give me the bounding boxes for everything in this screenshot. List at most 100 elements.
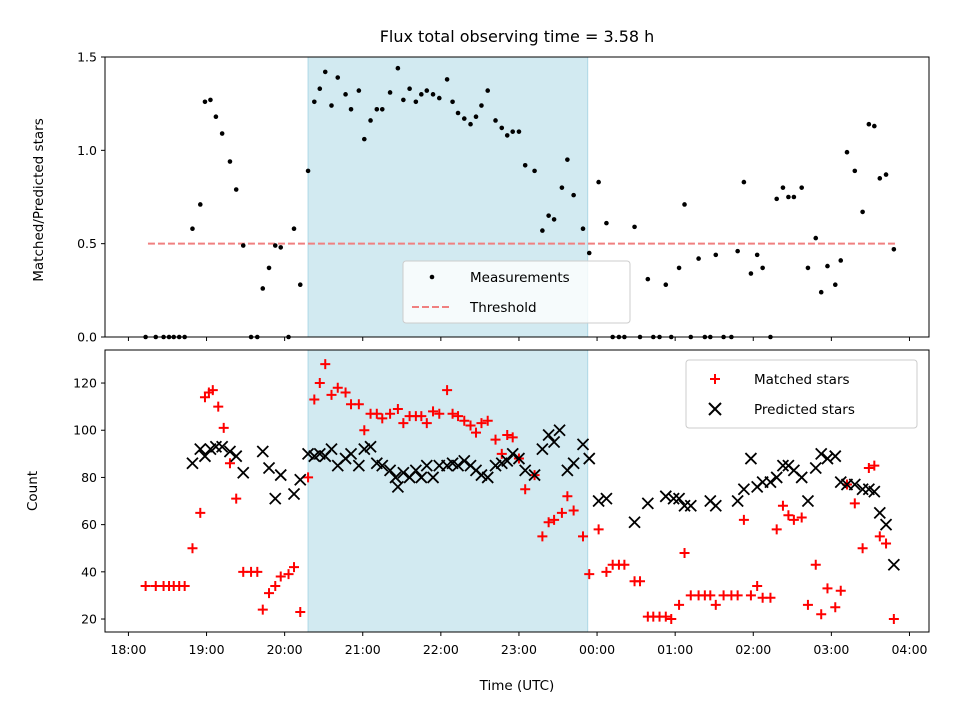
matched-star-point bbox=[568, 505, 579, 516]
predicted-star-point bbox=[737, 483, 751, 496]
matched-star-point bbox=[295, 606, 306, 617]
measurement-point bbox=[190, 226, 195, 232]
predicted-star-point bbox=[301, 447, 315, 460]
measurement-point bbox=[860, 209, 865, 215]
matched-star-point bbox=[447, 408, 458, 419]
predicted-star-point bbox=[194, 442, 207, 456]
matched-star-point bbox=[710, 599, 721, 610]
matched-star-point bbox=[502, 429, 513, 440]
top-legend: Measurements Threshold bbox=[402, 260, 631, 324]
measurement-point bbox=[278, 245, 284, 250]
legend-measurements-marker bbox=[429, 274, 435, 280]
predicted-star-point bbox=[274, 468, 287, 482]
predicted-star-point bbox=[641, 497, 654, 510]
bottom-panel: 18:00 19:00 20:00 21:00 22:00 23:00 00:00 01:00… bbox=[25, 349, 930, 694]
predicted-star-point bbox=[672, 492, 686, 505]
matched-star-point bbox=[476, 418, 487, 429]
measurement-point bbox=[317, 86, 323, 92]
predicted-star-point bbox=[868, 485, 881, 498]
predicted-star-point bbox=[709, 499, 722, 512]
measurement-point bbox=[197, 202, 203, 207]
predicted-star-point bbox=[198, 450, 212, 463]
legend-predicted-label: Predicted stars bbox=[754, 402, 855, 418]
measurement-point bbox=[387, 90, 393, 95]
predicted-star-point bbox=[223, 445, 237, 458]
matched-star-point bbox=[314, 378, 325, 389]
predicted-star-point bbox=[481, 471, 494, 484]
matched-star-point bbox=[340, 387, 351, 398]
measurement-point bbox=[741, 179, 747, 185]
measurement-point bbox=[455, 110, 461, 116]
matched-star-point bbox=[482, 415, 493, 426]
predicted-star-point bbox=[475, 468, 488, 482]
measurement-point bbox=[559, 185, 565, 190]
x-tick-label: 02:00 bbox=[735, 642, 771, 657]
predicted-star-point bbox=[576, 438, 590, 451]
measurement-point bbox=[540, 228, 545, 233]
predicted-star-point bbox=[397, 466, 410, 479]
measurement-point bbox=[645, 276, 651, 282]
measurement-point bbox=[208, 97, 213, 103]
matched-star-point bbox=[543, 517, 554, 528]
measurement-point bbox=[479, 103, 484, 108]
matched-star-point bbox=[556, 507, 567, 518]
predicted-star-point bbox=[887, 558, 900, 571]
x-tick-label: 01:00 bbox=[657, 642, 693, 657]
predicted-star-point bbox=[659, 490, 672, 503]
predicted-star-point bbox=[256, 445, 269, 458]
measurement-point bbox=[813, 235, 819, 241]
matched-star-point bbox=[224, 458, 235, 469]
matched-star-point bbox=[635, 576, 646, 587]
measurement-point bbox=[213, 114, 219, 120]
matched-star-point bbox=[213, 401, 224, 412]
predicted-star-point bbox=[409, 464, 422, 477]
measurement-point bbox=[233, 187, 239, 192]
matched-star-point bbox=[195, 507, 206, 518]
measurement-point bbox=[407, 86, 412, 92]
predicted-star-point bbox=[795, 471, 808, 484]
predicted-star-point bbox=[269, 492, 282, 505]
predicted-star-point bbox=[389, 471, 402, 484]
top-legend-box bbox=[402, 260, 631, 324]
measurement-point bbox=[632, 224, 637, 230]
top-y-tick-label: 1.5 bbox=[77, 50, 97, 65]
predicted-star-point bbox=[391, 480, 405, 494]
legend-threshold-label: Threshold bbox=[469, 300, 537, 316]
measurement-point bbox=[424, 88, 430, 93]
matched-star-point bbox=[802, 599, 813, 610]
matched-star-point bbox=[666, 614, 677, 625]
measurement-point bbox=[312, 99, 317, 105]
measurement-point bbox=[818, 289, 824, 295]
x-tick-label: 19:00 bbox=[189, 642, 225, 657]
matched-star-point bbox=[830, 602, 841, 613]
predicted-star-point bbox=[294, 473, 307, 486]
measurement-point bbox=[877, 176, 883, 181]
predicted-star-point bbox=[451, 459, 465, 472]
measurement-point bbox=[379, 106, 385, 112]
predicted-star-point bbox=[230, 450, 243, 463]
matched-star-point bbox=[252, 566, 263, 577]
matched-star-point bbox=[465, 420, 476, 431]
matched-star-point bbox=[421, 418, 432, 429]
matched-star-point bbox=[816, 609, 827, 620]
measurement-point bbox=[461, 116, 467, 121]
predicted-star-point bbox=[873, 506, 886, 519]
predicted-star-point bbox=[358, 442, 371, 456]
predicted-star-point bbox=[352, 459, 365, 472]
predicted-star-point bbox=[809, 461, 822, 475]
matched-star-point bbox=[507, 432, 518, 443]
measurement-point bbox=[348, 106, 354, 112]
matched-star-point bbox=[863, 462, 874, 473]
matched-star-point bbox=[359, 425, 370, 436]
predicted-star-point bbox=[684, 499, 697, 512]
predicted-star-point bbox=[547, 435, 561, 449]
measurement-point bbox=[504, 133, 510, 138]
measurement-point bbox=[663, 282, 669, 288]
matched-star-point bbox=[783, 510, 794, 521]
measurement-point bbox=[791, 194, 797, 200]
predicted-star-point bbox=[821, 452, 834, 465]
predicted-star-point bbox=[834, 476, 847, 489]
predicted-star-point bbox=[848, 478, 861, 491]
measurement-point bbox=[202, 99, 208, 105]
predicted-star-point bbox=[325, 442, 338, 456]
